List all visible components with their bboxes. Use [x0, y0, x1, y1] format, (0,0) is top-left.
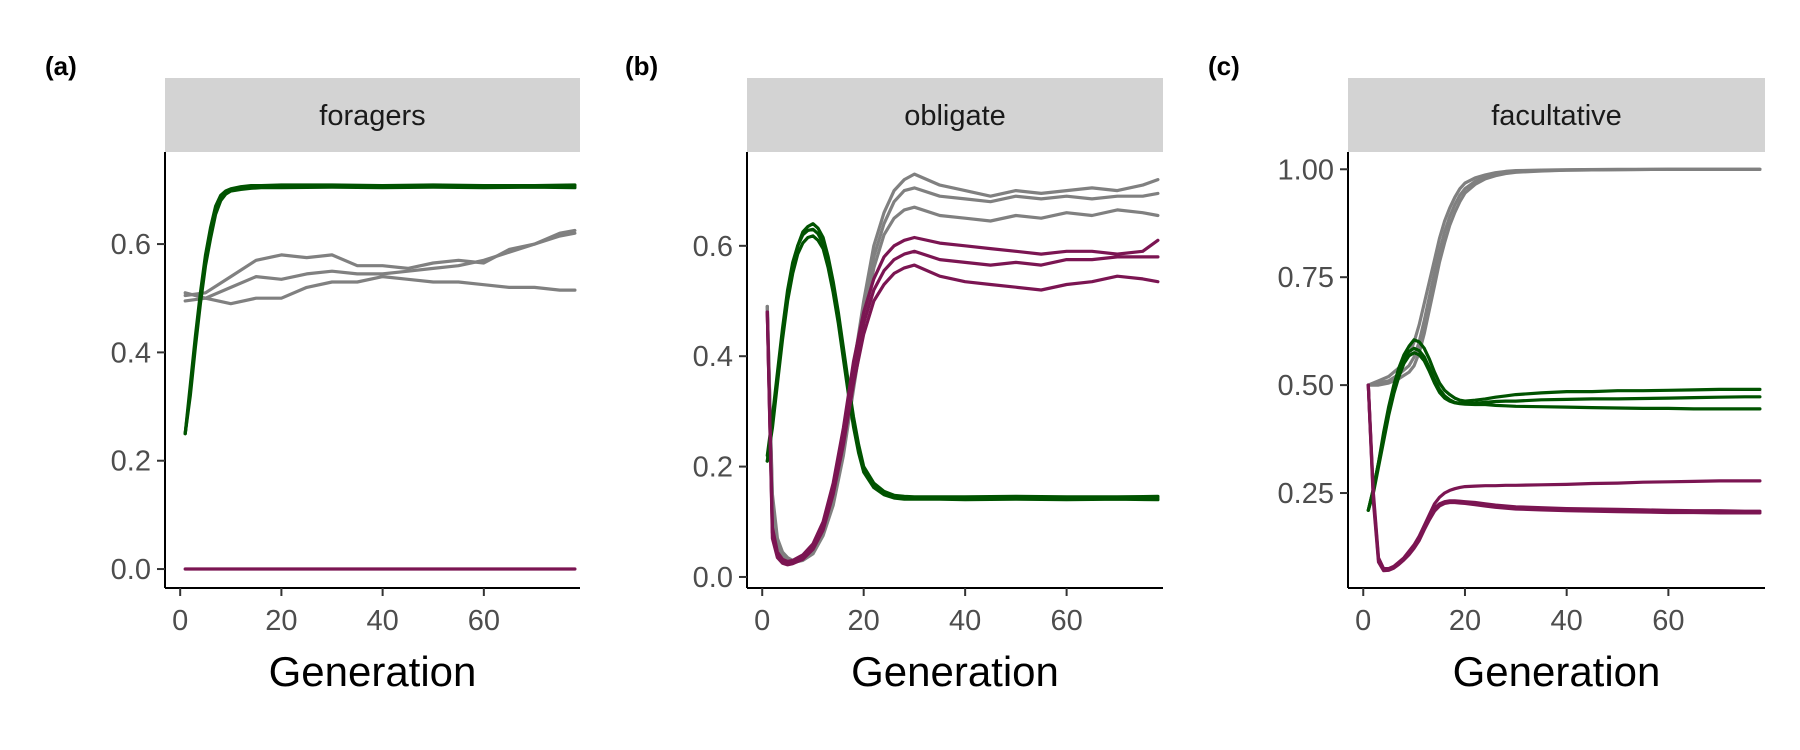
x-tick-label: 40	[366, 605, 398, 637]
y-tick-label: 0.6	[693, 231, 733, 263]
y-tick-label: 0.75	[1278, 262, 1334, 294]
series-line	[1366, 383, 1762, 572]
x-tick-label: 40	[1551, 605, 1583, 637]
x-tick-label: 60	[1050, 605, 1082, 637]
y-tick-label: 1.00	[1278, 154, 1334, 186]
x-tick-label: 60	[1652, 605, 1684, 637]
panel-tag: (b)	[625, 51, 658, 81]
series-group	[765, 172, 1160, 567]
y-tick-label: 0.0	[693, 562, 733, 594]
x-tick-label: 0	[754, 605, 770, 637]
series-line	[183, 275, 577, 306]
x-tick-label: 0	[172, 605, 188, 637]
series-line	[765, 235, 1160, 564]
x-axis-title: Generation	[269, 648, 477, 695]
y-tick-label: 0.2	[111, 446, 151, 478]
panel-tag: (c)	[1208, 51, 1240, 81]
strip-header	[165, 78, 580, 152]
x-tick-label: 20	[1449, 605, 1481, 637]
series-line	[765, 263, 1160, 567]
x-tick-label: 20	[265, 605, 297, 637]
x-tick-label: 60	[468, 605, 500, 637]
panel-obligate: (b) obligate 0.0 0.2 0.4 0.6 0 20 40 60 Generation	[625, 51, 1163, 695]
series-line	[183, 228, 577, 298]
series-line	[183, 184, 577, 436]
panel-tag: (a)	[45, 51, 77, 81]
x-axis-title: Generation	[851, 648, 1059, 695]
y-tick-label: 0.25	[1278, 478, 1334, 510]
y-tick-label: 0.2	[693, 452, 733, 484]
series-line	[1366, 167, 1762, 387]
series-line	[765, 172, 1160, 563]
series-line	[183, 183, 577, 436]
x-tick-label: 0	[1355, 605, 1371, 637]
series-line	[1366, 383, 1762, 573]
series-group	[183, 183, 577, 571]
strip-header	[747, 78, 1163, 152]
x-axis-title: Generation	[1453, 648, 1661, 695]
series-line	[183, 231, 577, 303]
series-line	[183, 185, 577, 436]
y-tick-label: 0.6	[111, 229, 151, 261]
panel-foragers: (a) foragers 0.0 0.2 0.4 0.6 0 20 40 60 Generation	[45, 51, 580, 695]
series-group	[1366, 167, 1762, 573]
x-tick-label: 40	[949, 605, 981, 637]
series-line	[765, 234, 1160, 502]
y-tick-label: 0.0	[111, 554, 151, 586]
series-line	[765, 227, 1160, 501]
y-tick-label: 0.4	[693, 341, 733, 373]
strip-label: foragers	[319, 100, 425, 132]
x-tick-label: 20	[848, 605, 880, 637]
strip-header	[1348, 78, 1765, 152]
y-tick-label: 0.4	[111, 337, 151, 369]
series-line	[1366, 351, 1762, 512]
strip-label: facultative	[1491, 100, 1622, 132]
strip-label: obligate	[904, 100, 1006, 132]
panel-facultative: (c) facultative 0.25 0.50 0.75 1.00 0 20 40 60 Gen…	[1208, 51, 1765, 695]
series-line	[1366, 383, 1762, 571]
y-tick-label: 0.50	[1278, 370, 1334, 402]
